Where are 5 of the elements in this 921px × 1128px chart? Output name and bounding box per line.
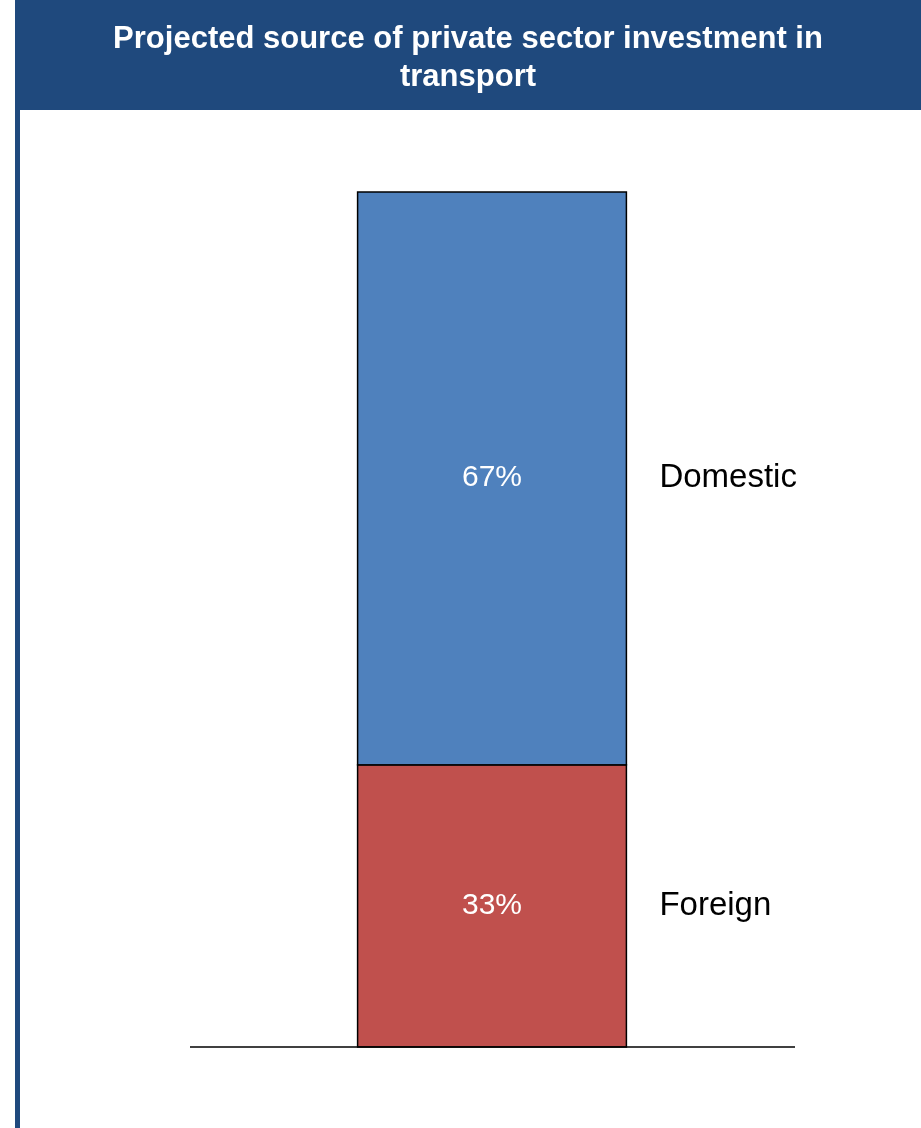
series-label: Foreign [659, 884, 772, 922]
chart-title: Projected source of private sector investment in transport [113, 20, 823, 93]
series-label: Domestic [659, 457, 797, 495]
data-label: 33% [461, 886, 523, 920]
data-label: 67% [461, 459, 523, 493]
